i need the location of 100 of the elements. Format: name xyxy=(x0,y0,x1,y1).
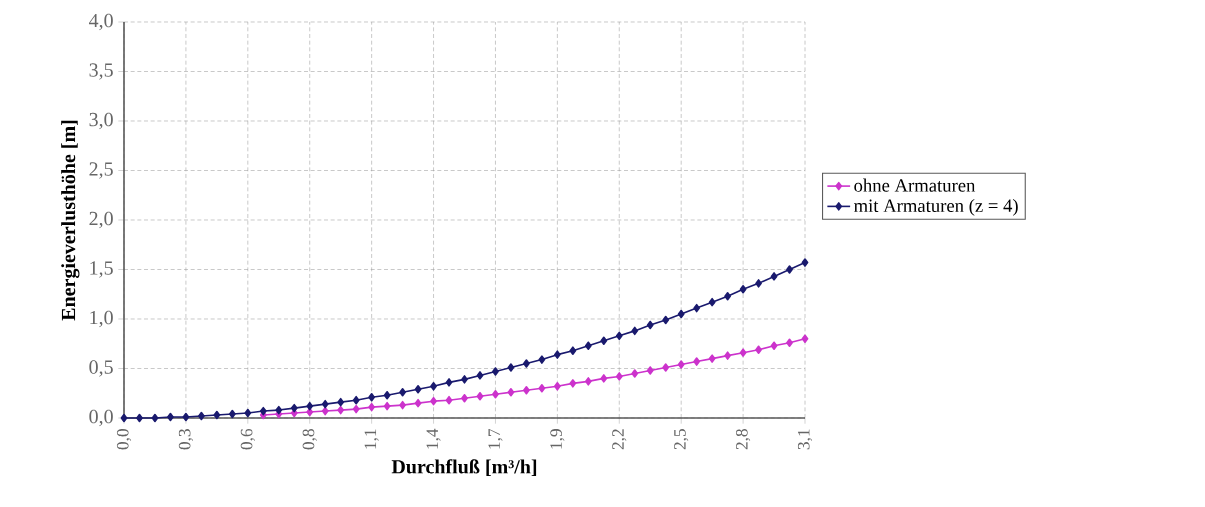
point xyxy=(584,377,592,386)
x-tick-label: 2,8 xyxy=(736,429,751,450)
x-tick-label: 1,9 xyxy=(550,429,565,449)
y-tick-label: 4,0 xyxy=(89,13,113,31)
point xyxy=(352,395,360,405)
point xyxy=(662,363,670,372)
point xyxy=(708,354,716,363)
point xyxy=(615,372,623,381)
x-tick-label: 3,1 xyxy=(797,429,813,450)
point xyxy=(167,412,174,422)
point xyxy=(600,336,608,346)
y-tick-label: 3,5 xyxy=(89,63,113,80)
x-tick-label: 0,6 xyxy=(240,428,255,450)
x-tick-label: 1,1 xyxy=(364,429,379,449)
legend-label: ohne Armaturen xyxy=(854,178,976,192)
point xyxy=(739,285,747,294)
point xyxy=(770,341,778,350)
point xyxy=(600,374,608,383)
point xyxy=(492,389,499,399)
point xyxy=(337,397,345,407)
point xyxy=(476,371,484,380)
point xyxy=(430,382,437,391)
point xyxy=(213,410,221,420)
y-tick-label: 2,5 xyxy=(89,162,113,179)
point xyxy=(244,408,252,418)
x-tick-label: 0,3 xyxy=(178,429,194,450)
point xyxy=(290,403,298,413)
point xyxy=(399,387,406,397)
point xyxy=(352,404,360,414)
point xyxy=(538,384,546,393)
y-tick-label: 1,5 xyxy=(90,261,113,278)
point xyxy=(197,411,205,421)
x-axis-title: Durchfluß [m³/h] xyxy=(391,459,537,476)
y-tick-label: 3,0 xyxy=(89,112,113,130)
point xyxy=(693,357,701,366)
point xyxy=(151,413,159,423)
point xyxy=(646,320,654,330)
point xyxy=(337,405,345,415)
y-tick-label: 0,0 xyxy=(89,409,113,427)
point xyxy=(755,279,762,288)
point xyxy=(677,309,685,319)
point xyxy=(693,303,701,313)
point xyxy=(724,351,732,360)
point xyxy=(569,379,577,388)
point xyxy=(708,297,716,307)
point xyxy=(461,393,468,403)
point xyxy=(120,413,128,423)
y-axis-title: Energieverlusthöhe [m] xyxy=(61,120,80,321)
point xyxy=(430,396,437,406)
x-tick-label: 2,5 xyxy=(674,429,689,450)
point xyxy=(461,375,468,384)
legend-label: mit Armaturen (z = 4) xyxy=(853,198,1018,216)
point xyxy=(368,402,376,412)
point xyxy=(724,291,732,301)
point xyxy=(445,395,453,405)
x-tick-label: 1,4 xyxy=(426,428,441,449)
point xyxy=(755,345,762,354)
point xyxy=(538,355,546,364)
point xyxy=(584,341,592,350)
y-tick-label: 0,5 xyxy=(89,360,113,377)
point xyxy=(662,315,670,325)
point xyxy=(414,385,422,394)
point xyxy=(182,412,190,422)
point xyxy=(507,387,515,397)
point xyxy=(306,401,314,411)
point xyxy=(492,367,499,376)
point xyxy=(507,363,515,372)
x-tick-label: 0,8 xyxy=(302,429,317,450)
x-tick-label: 0,0 xyxy=(116,429,132,450)
point xyxy=(553,382,561,391)
point xyxy=(523,359,530,368)
point xyxy=(739,348,747,357)
y-tick-label: 1,0 xyxy=(90,310,113,328)
x-tick-label: 2,2 xyxy=(612,429,627,450)
point xyxy=(553,350,561,359)
point xyxy=(786,338,793,348)
point xyxy=(476,391,484,401)
point xyxy=(523,386,530,395)
point xyxy=(321,399,329,409)
point xyxy=(259,406,267,416)
point xyxy=(786,265,793,274)
point xyxy=(383,401,391,411)
point xyxy=(569,346,577,355)
point xyxy=(321,406,329,416)
point xyxy=(399,400,406,410)
point xyxy=(631,369,639,378)
point xyxy=(228,409,236,419)
point xyxy=(631,326,639,336)
point xyxy=(414,398,422,408)
point xyxy=(677,360,685,369)
point xyxy=(136,413,143,423)
point xyxy=(646,366,654,375)
point xyxy=(801,258,809,267)
y-tick-label: 2,0 xyxy=(89,211,113,229)
point xyxy=(615,331,623,341)
point xyxy=(368,392,376,402)
point xyxy=(770,272,778,281)
x-tick-label: 1,7 xyxy=(488,428,503,449)
point xyxy=(801,334,809,344)
point xyxy=(275,405,283,415)
